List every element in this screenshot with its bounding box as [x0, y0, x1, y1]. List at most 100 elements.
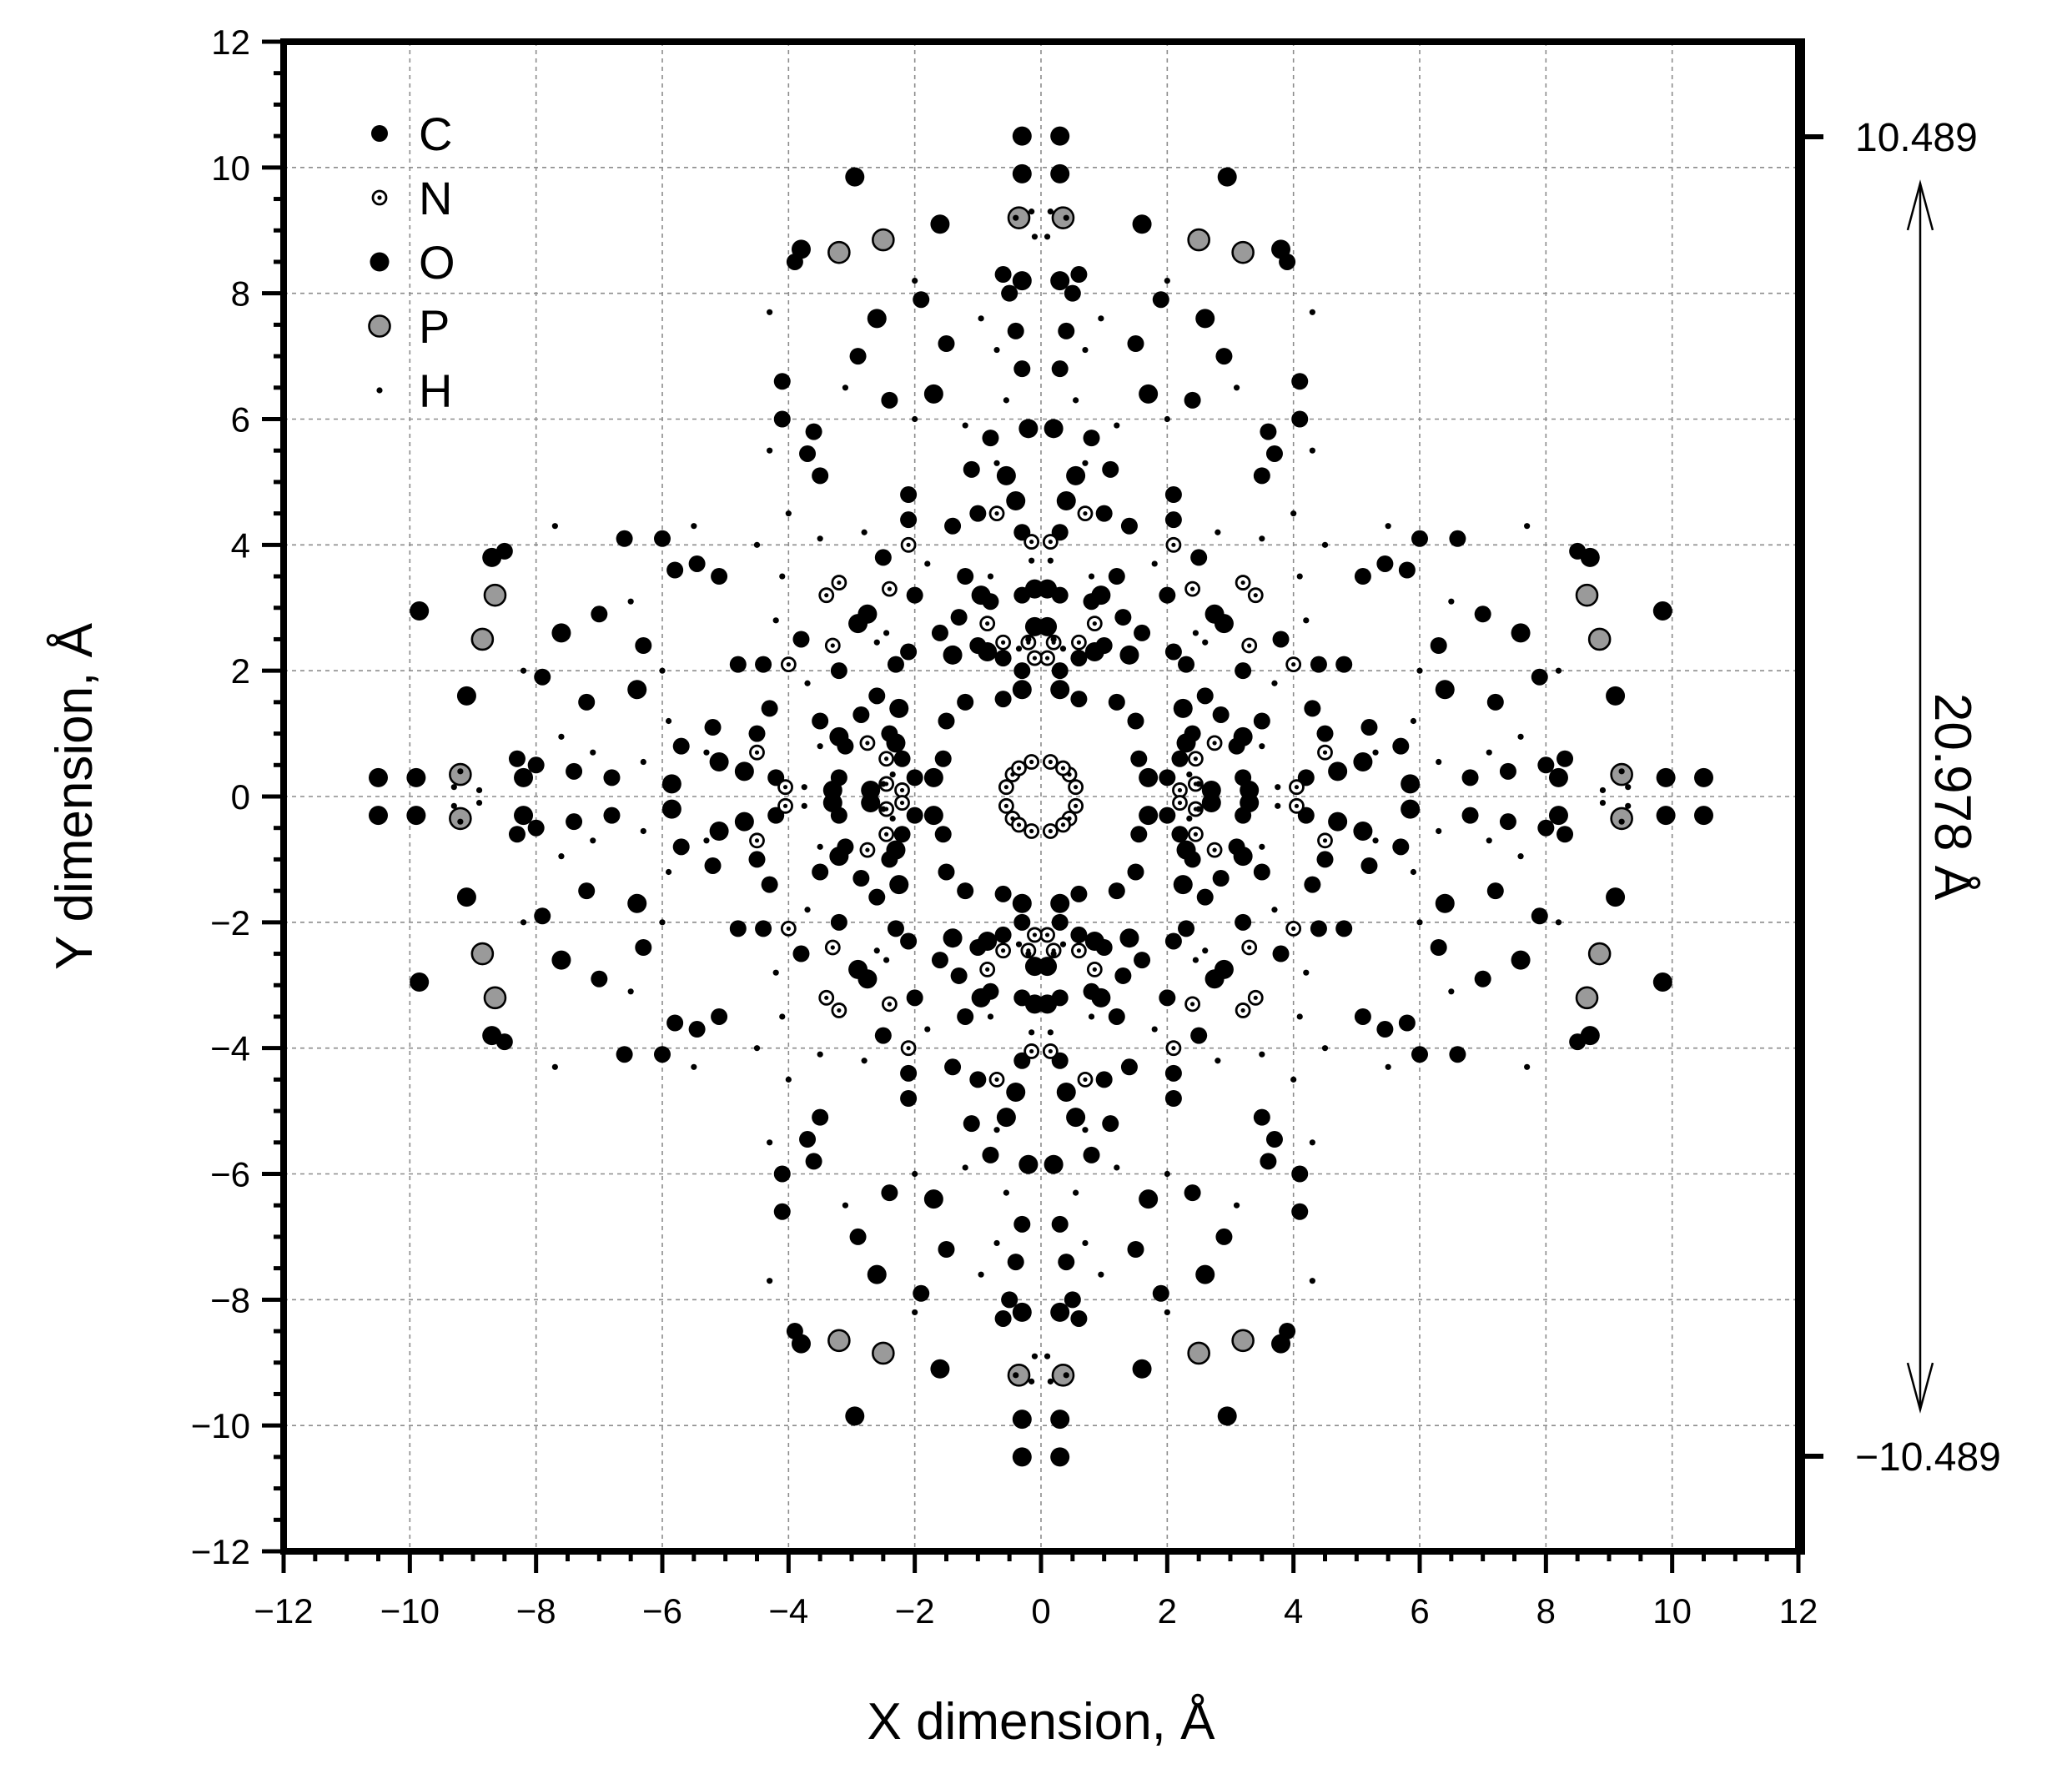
- point-N: [1235, 1003, 1251, 1018]
- point-H: [779, 1013, 786, 1020]
- point-O: [923, 767, 943, 787]
- point-H: [1271, 680, 1278, 686]
- point-N-center: [1048, 539, 1053, 545]
- point-H: [993, 346, 1000, 354]
- point-C: [1083, 430, 1100, 447]
- point-O: [410, 601, 430, 621]
- point-C: [1051, 1215, 1069, 1233]
- right-axis-top-label: 10.489: [1855, 116, 1978, 160]
- point-H: [817, 843, 823, 850]
- point-O: [1084, 642, 1104, 662]
- point-H: [590, 749, 596, 756]
- point-O: [1024, 994, 1044, 1014]
- point-H: [1436, 758, 1442, 766]
- point-C: [906, 586, 923, 604]
- x-tick-label: 4: [1284, 1591, 1303, 1631]
- point-O: [971, 585, 991, 606]
- point-C: [1310, 920, 1327, 937]
- point-C: [755, 920, 772, 937]
- point-C: [729, 656, 747, 673]
- point-C: [1430, 939, 1447, 956]
- point-H: [1082, 460, 1089, 466]
- point-H: [627, 988, 634, 995]
- point-H: [1025, 950, 1032, 957]
- point-O: [1050, 271, 1070, 291]
- point-N-center: [1048, 828, 1053, 834]
- point-O: [1139, 806, 1159, 826]
- point-N-center: [837, 580, 842, 585]
- point-O: [1012, 126, 1032, 146]
- y-tick-labels: 12 10 8 6 4 2 0 −2 −4 −6 −8 −10 −12: [191, 23, 250, 1571]
- point-H: [962, 1164, 968, 1171]
- legend-label: O: [419, 236, 455, 289]
- point-C: [773, 373, 791, 390]
- point-C: [1159, 769, 1176, 786]
- point-C: [874, 549, 892, 566]
- point-C: [900, 511, 918, 529]
- point-C: [1051, 360, 1069, 378]
- span-label: 20.978 Å: [1924, 693, 1981, 901]
- point-C: [982, 430, 999, 447]
- legend-item-N: N: [371, 172, 452, 224]
- right-axis-bottom-label: −10.489: [1855, 1435, 2001, 1480]
- point-N-center: [1247, 945, 1252, 950]
- point-C: [1051, 913, 1069, 931]
- point-O: [1606, 887, 1626, 907]
- point-P: [470, 942, 495, 966]
- point-C: [1335, 920, 1353, 937]
- point-C: [1215, 1228, 1233, 1245]
- point-O: [996, 465, 1016, 485]
- point-N: [1187, 751, 1204, 767]
- y-tick-label: 8: [231, 274, 250, 314]
- point-N-center: [786, 662, 791, 667]
- arrow-down-icon: [1906, 1362, 1934, 1414]
- point-C: [874, 1027, 892, 1044]
- point-C: [906, 807, 923, 824]
- point-H: [1050, 950, 1057, 957]
- point-C: [1537, 819, 1555, 837]
- point-N: [1071, 942, 1087, 959]
- point-O: [734, 812, 754, 832]
- legend-marker-N-center: [377, 195, 382, 200]
- point-C: [1102, 460, 1119, 478]
- point-C: [1164, 1090, 1182, 1107]
- point-C: [931, 624, 948, 641]
- point-N-center: [1029, 828, 1034, 834]
- point-N-center: [1016, 822, 1022, 827]
- point-N: [998, 779, 1014, 796]
- point-N: [859, 842, 876, 858]
- point-H: [861, 529, 868, 535]
- point-H: [1309, 1139, 1315, 1146]
- point-C: [1291, 1165, 1309, 1183]
- point-C: [1557, 750, 1574, 767]
- point-N: [1023, 1043, 1040, 1059]
- point-H: [1047, 557, 1054, 564]
- point-H: [912, 415, 918, 423]
- point-H: [924, 1026, 931, 1033]
- point-N-center: [1076, 640, 1081, 645]
- point-C: [1260, 423, 1277, 440]
- point-C: [688, 555, 706, 572]
- point-N: [1039, 927, 1055, 943]
- point-N-center: [830, 945, 835, 950]
- point-O: [1084, 931, 1104, 951]
- point-H: [1486, 837, 1492, 844]
- point-C: [1013, 662, 1031, 680]
- point-N: [831, 1003, 847, 1018]
- point-N: [1042, 534, 1059, 550]
- point-H: [801, 784, 807, 791]
- point-N: [1172, 782, 1188, 798]
- point-C: [1291, 1203, 1309, 1220]
- point-H: [987, 573, 994, 580]
- point-C: [527, 819, 545, 837]
- y-tick-label: 4: [231, 525, 250, 565]
- point-H: [804, 680, 811, 686]
- point-H: [1524, 523, 1531, 530]
- point-H: [753, 541, 761, 548]
- point-C: [1310, 656, 1327, 673]
- point-O: [1050, 680, 1070, 700]
- point-C: [1449, 1046, 1466, 1063]
- point-C: [934, 826, 952, 843]
- point-H: [1555, 919, 1562, 926]
- point-H: [1296, 573, 1303, 580]
